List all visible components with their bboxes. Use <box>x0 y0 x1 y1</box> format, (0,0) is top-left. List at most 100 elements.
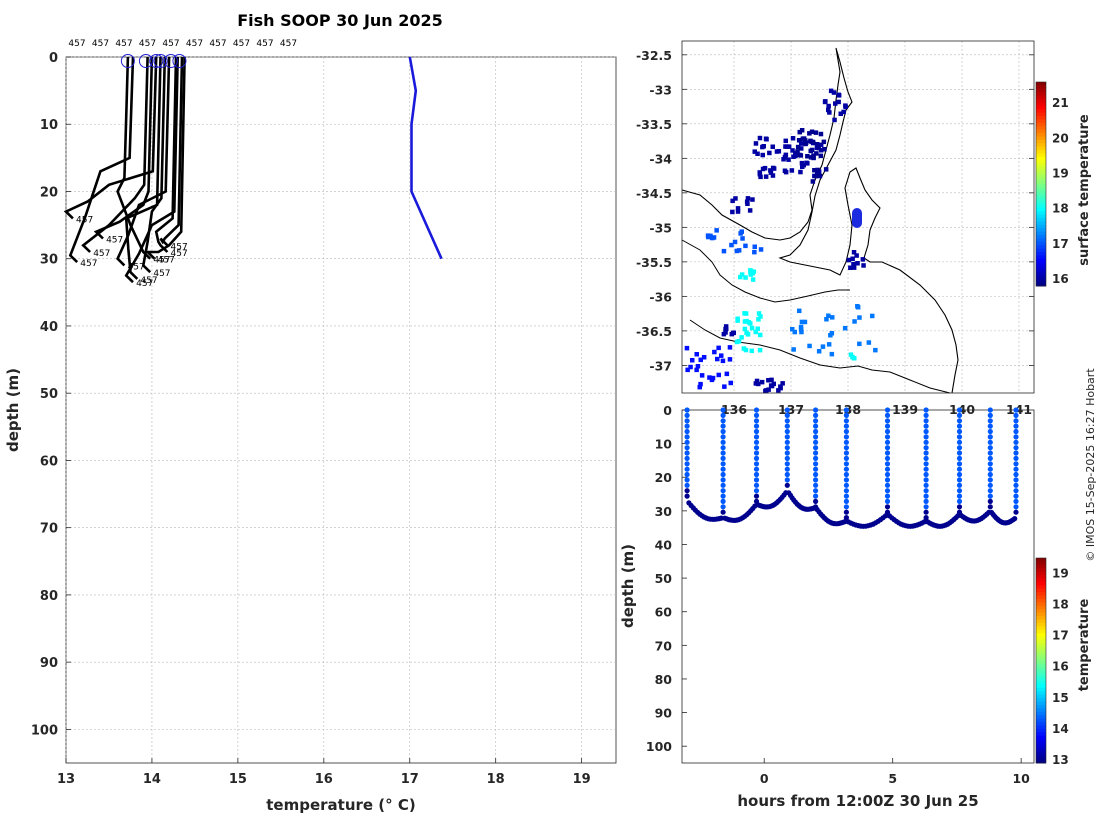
sst-cell <box>855 261 860 266</box>
dt-point <box>813 493 819 499</box>
sst-cell <box>807 343 812 349</box>
depth-time-panel: 0 10 20 30 40 50 60 70 80 90 100 0 5 10 13 14 15 16 17 18… <box>619 403 1092 810</box>
sst-cell <box>735 209 741 214</box>
dt-point <box>956 488 963 494</box>
sst-cell <box>752 149 757 154</box>
dt-point <box>956 477 963 483</box>
dt-point <box>923 455 929 461</box>
dt-point <box>923 515 929 521</box>
dt-point <box>784 428 790 435</box>
dt-colorbar-segment <box>1036 629 1046 634</box>
coastline-island <box>689 319 951 394</box>
top-label: 457 <box>92 39 109 49</box>
dt-colorbar-segment <box>1036 728 1046 733</box>
map-colorbar-segment <box>1036 119 1046 124</box>
dt-point <box>884 412 891 418</box>
sst-cell <box>757 172 763 177</box>
dt-colorbar-segment <box>1036 571 1046 576</box>
dt-point <box>720 488 726 494</box>
sst-cell <box>790 327 795 332</box>
map-colorbar: 16 17 18 19 20 21 <box>1035 81 1069 287</box>
dt-point <box>923 498 929 504</box>
sst-cell <box>820 344 826 349</box>
left-x-tick-label: 13 <box>57 772 75 787</box>
sst-cell <box>707 375 712 380</box>
dt-colorbar-segment <box>1036 585 1046 590</box>
sst-cell <box>698 357 703 363</box>
dt-colorbar-tick-label: 16 <box>1052 660 1069 674</box>
left-y-tick-label: 80 <box>40 589 58 604</box>
sst-cell <box>738 231 743 236</box>
dt-colorbar-frame <box>1035 557 1047 764</box>
dt-point <box>753 445 760 451</box>
sst-cell <box>705 233 711 238</box>
sst-cell <box>843 103 848 108</box>
sst-cell <box>729 242 734 248</box>
dt-point <box>884 477 891 483</box>
dt-point <box>843 445 850 451</box>
dt-point <box>987 466 993 472</box>
dt-point <box>923 423 929 429</box>
profile-line <box>93 56 154 240</box>
dt-point <box>1013 477 1019 483</box>
dt-y-tick-label: 0 <box>663 403 672 418</box>
dt-point <box>753 455 760 461</box>
sst-cell <box>743 275 748 280</box>
dt-point <box>923 493 929 499</box>
dt-colorbar-segment <box>1036 725 1046 730</box>
dt-point <box>884 418 891 424</box>
sst-cell <box>851 261 856 267</box>
top-label: 457 <box>256 39 273 49</box>
dt-point <box>884 423 891 429</box>
dt-point <box>884 504 891 510</box>
sst-cell <box>721 248 727 254</box>
sst-cell <box>778 384 783 389</box>
map-colorbar-segment <box>1036 143 1046 148</box>
map-colorbar-segment <box>1036 207 1046 212</box>
dt-colorbar-segment <box>1036 622 1046 627</box>
dt-point <box>843 461 850 467</box>
dt-point <box>720 461 726 467</box>
map-colorbar-segment <box>1036 112 1046 117</box>
dt-colorbar-tick-label: 17 <box>1052 629 1069 643</box>
sst-cell <box>774 149 780 154</box>
dt-point <box>813 450 819 456</box>
map-colorbar-segment <box>1036 235 1046 239</box>
dt-point <box>987 461 993 467</box>
credit-text: © IMOS 15-Sep-2025 16:27 Hobart <box>1084 368 1097 562</box>
dt-point <box>1013 450 1019 456</box>
dt-point <box>720 466 726 472</box>
dt-point <box>923 504 929 510</box>
dt-point <box>813 439 819 445</box>
sst-cell <box>749 348 754 354</box>
sst-cell <box>735 318 740 323</box>
sst-cell <box>822 147 827 152</box>
map-colorbar-segment <box>1036 282 1046 287</box>
map-colorbar-segment <box>1036 194 1046 199</box>
sst-cell <box>749 325 755 331</box>
dt-y-ticks: 0 10 20 30 40 50 60 70 80 90 100 <box>646 403 687 754</box>
dt-y-tick-label: 20 <box>655 470 673 485</box>
sst-cell <box>757 135 763 141</box>
map-colorbar-segment <box>1036 150 1046 154</box>
map-colorbar-segment <box>1036 102 1046 107</box>
dt-y-axis-label: depth (m) <box>619 544 637 628</box>
sst-cell <box>807 131 812 136</box>
sst-cell <box>709 377 715 383</box>
map-colorbar-segment <box>1036 85 1046 90</box>
dt-colorbar-segment <box>1036 609 1046 614</box>
sst-cell <box>758 314 763 319</box>
dt-point <box>956 439 963 445</box>
dt-point <box>884 445 891 451</box>
map-colorbar-segment <box>1036 204 1046 209</box>
dt-colorbar-segment <box>1036 722 1046 726</box>
dt-point <box>753 428 760 435</box>
sst-cell <box>861 263 866 268</box>
dt-point <box>813 498 819 504</box>
dt-point <box>884 407 891 413</box>
left-y-tick-label: 20 <box>40 185 58 200</box>
dt-point <box>843 482 850 488</box>
dt-point <box>987 445 993 451</box>
dt-point <box>684 418 690 424</box>
sst-cell <box>848 352 854 357</box>
